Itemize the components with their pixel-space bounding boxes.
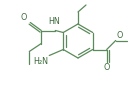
Text: O: O <box>117 31 123 40</box>
Text: H₂N: H₂N <box>33 56 48 65</box>
Text: O: O <box>103 62 110 71</box>
Text: HN: HN <box>48 17 60 26</box>
Text: O: O <box>21 12 27 21</box>
